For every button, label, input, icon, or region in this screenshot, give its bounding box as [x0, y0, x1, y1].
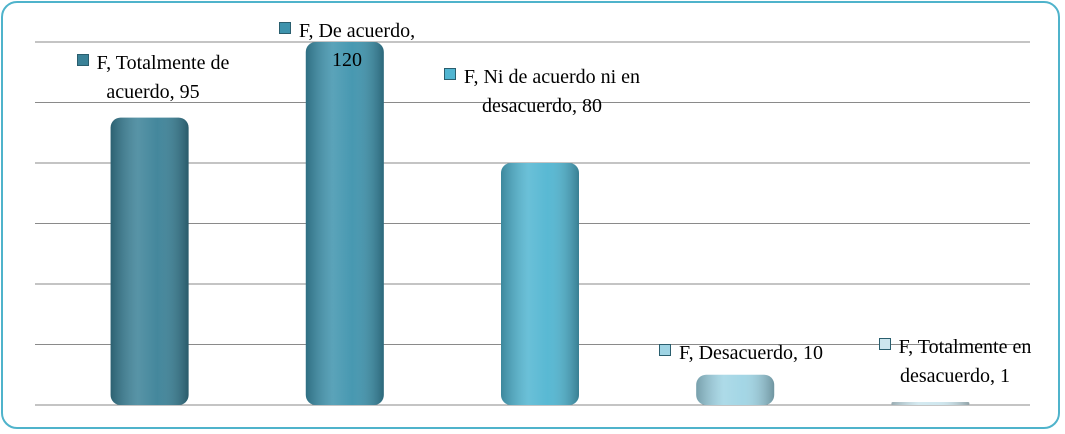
data-label: F, Desacuerdo, 10 — [621, 339, 861, 368]
category-label: Desacuerdo — [698, 342, 793, 364]
category-label: De acuerdo — [318, 20, 411, 42]
legend-key — [878, 338, 891, 350]
data-label: F, De acuerdo, 120 — [272, 17, 422, 75]
bar-shine — [501, 163, 579, 405]
category-label: Totalmente en desacuerdo — [900, 336, 1032, 387]
value-label: 95 — [179, 81, 200, 103]
bar-shine — [696, 374, 775, 405]
chart — [35, 41, 1030, 406]
category-label: Ni de acuerdo ni en desacuerdo — [482, 66, 641, 117]
data-label: F, Totalmente en desacuerdo, 1 — [860, 333, 1050, 391]
legend-key — [278, 22, 291, 34]
category-label: Totalmente de acuerdo — [106, 52, 230, 103]
legend-key — [443, 68, 456, 80]
value-label: 80 — [581, 95, 602, 117]
series-name: F — [898, 336, 909, 358]
value-label: 1 — [999, 365, 1010, 387]
legend-key — [76, 54, 89, 66]
value-label: 10 — [802, 342, 823, 364]
series-name: F — [298, 20, 309, 42]
series-name: F — [96, 52, 107, 74]
data-label: F, Ni de acuerdo ni en desacuerdo, 80 — [437, 63, 647, 121]
value-label: 120 — [332, 49, 362, 71]
data-label: F, Totalmente de acuerdo, 95 — [43, 49, 263, 107]
legend-key — [659, 344, 672, 356]
bar-shine — [110, 117, 189, 405]
series-name: F — [463, 66, 474, 88]
series-name: F — [679, 342, 689, 364]
bar-shine — [305, 42, 384, 405]
bar-shine — [891, 401, 970, 405]
